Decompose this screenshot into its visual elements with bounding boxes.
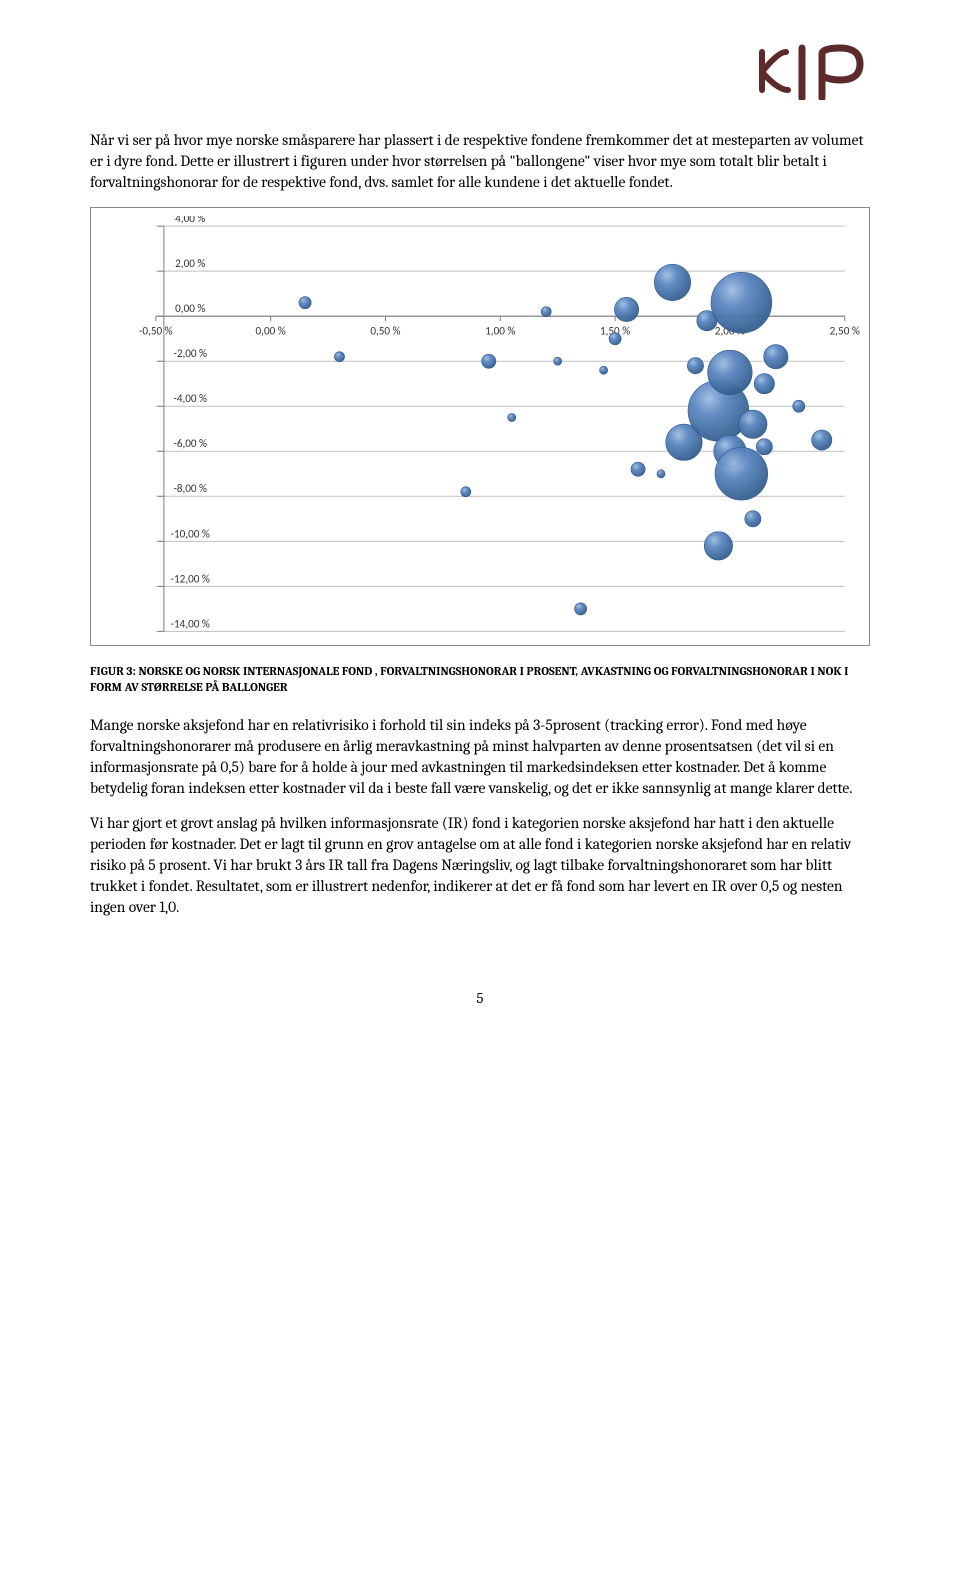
bubble-chart-container: 4,00 % 2,00 % 0,00 % -2,00 % -4,00 % -6,00 % -… xyxy=(90,207,870,647)
svg-text:0,00 %: 0,00 % xyxy=(256,323,286,337)
svg-text:-6,00 %: -6,00 % xyxy=(173,436,207,450)
svg-text:2,00 %: 2,00 % xyxy=(175,256,205,270)
paragraph-1: Når vi ser på hvor mye norske småsparere… xyxy=(90,130,870,193)
bubble-chart: 4,00 % 2,00 % 0,00 % -2,00 % -4,00 % -6,00 % -… xyxy=(95,216,865,642)
paragraph-2: Mange norske aksjefond har en relativris… xyxy=(90,715,870,799)
header-logo-row xyxy=(90,40,870,100)
svg-text:-4,00 %: -4,00 % xyxy=(173,391,207,405)
svg-text:4,00 %: 4,00 % xyxy=(175,216,205,225)
svg-text:-14,00 %: -14,00 % xyxy=(171,616,210,630)
svg-text:-12,00 %: -12,00 % xyxy=(171,571,210,585)
svg-text:0,50 %: 0,50 % xyxy=(370,323,400,337)
svg-text:-10,00 %: -10,00 % xyxy=(171,526,210,540)
figure-caption: FIGUR 3: NORSKE OG NORSK INTERNASJONALE … xyxy=(90,664,870,695)
svg-text:-0,50 %: -0,50 % xyxy=(139,323,173,337)
page-number: 5 xyxy=(90,988,870,1008)
svg-text:1,00 %: 1,00 % xyxy=(485,323,515,337)
svg-text:0,00 %: 0,00 % xyxy=(175,301,205,315)
svg-text:2,50 %: 2,50 % xyxy=(830,323,860,337)
svg-text:-8,00 %: -8,00 % xyxy=(173,481,207,495)
klp-logo xyxy=(750,40,870,100)
paragraph-3: Vi har gjort et grovt anslag på hvilken … xyxy=(90,813,870,918)
svg-text:-2,00 %: -2,00 % xyxy=(173,346,207,360)
